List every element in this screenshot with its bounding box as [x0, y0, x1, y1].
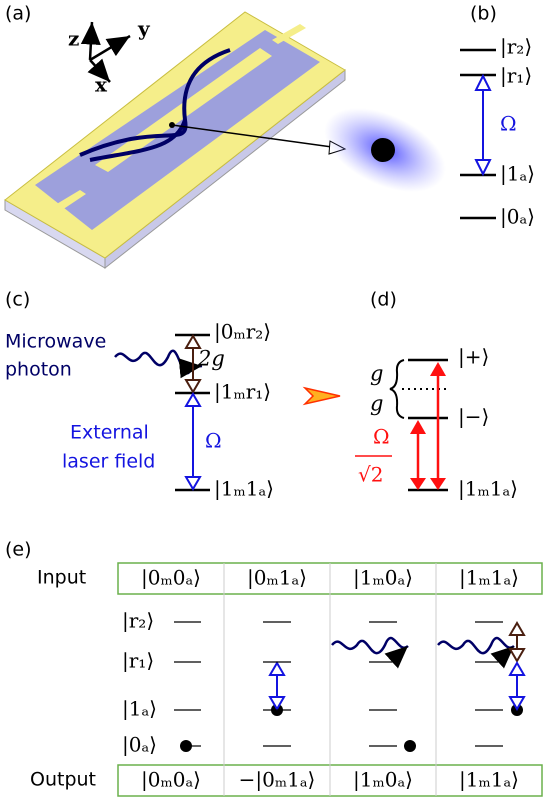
level-label: |1ₘr₁⟩ [214, 380, 271, 405]
level-label: |1ₘ1ₐ⟩ [214, 477, 274, 502]
photon-label: Microwave [5, 331, 106, 353]
coupling-label: Ω [500, 112, 517, 136]
axis-label: z [68, 27, 79, 51]
coupling-label: √2 [358, 463, 383, 487]
output-state: |1ₘ1ₐ⟩ [459, 768, 519, 793]
input-state: |0ₘ0ₐ⟩ [141, 566, 201, 591]
level-label: |r₂⟩ [500, 35, 532, 60]
level-label: |1ₘ1ₐ⟩ [458, 477, 518, 502]
panel-label: (c) [5, 289, 30, 311]
level-label: |0ₐ⟩ [122, 733, 157, 758]
laser-label: External [70, 422, 149, 444]
level-label: |1ₐ⟩ [500, 162, 535, 187]
gate-table [118, 563, 542, 796]
level-label: |0ₘr₂⟩ [214, 320, 271, 345]
coupling-label: g [370, 362, 383, 386]
input-state: |1ₘ1ₐ⟩ [459, 566, 519, 591]
panel-label: (e) [5, 539, 32, 561]
coupling-label: 2g [197, 347, 225, 371]
level-label: |r₂⟩ [122, 609, 154, 634]
laser-label: laser field [62, 451, 155, 473]
levels-b [460, 50, 496, 218]
level-label: |0ₐ⟩ [500, 205, 535, 230]
level-label: |−⟩ [458, 405, 489, 430]
panel-label: (a) [5, 3, 31, 25]
level-label: |r₁⟩ [500, 64, 532, 89]
input-state: |1ₘ0ₐ⟩ [353, 566, 413, 591]
output-state: |1ₘ0ₐ⟩ [353, 768, 413, 793]
level-label: |r₁⟩ [122, 649, 154, 674]
coupling-label: Ω [205, 429, 222, 453]
axis-label: x [95, 73, 108, 97]
figure: (a) z y x (b) |r₂⟩ |r₁⟩ |1ₐ⟩ |0ₐ⟩ Ω (c) … [0, 0, 547, 804]
output-state: −|0ₘ1ₐ⟩ [239, 768, 316, 793]
coupling-label: Ω [373, 425, 390, 449]
coupling-label: g [370, 392, 383, 416]
photon-label: photon [5, 359, 72, 381]
output-state: |0ₘ0ₐ⟩ [141, 768, 201, 793]
panel-label: (d) [370, 289, 397, 311]
row-label: Input [37, 567, 86, 589]
axis-label: y [137, 17, 151, 41]
level-label: |+⟩ [458, 345, 489, 370]
gate-marks [180, 623, 524, 752]
row-label: Output [30, 769, 96, 791]
input-state: |0ₘ1ₐ⟩ [247, 566, 307, 591]
level-label: |1ₐ⟩ [122, 697, 157, 722]
panel-label: (b) [470, 3, 497, 25]
